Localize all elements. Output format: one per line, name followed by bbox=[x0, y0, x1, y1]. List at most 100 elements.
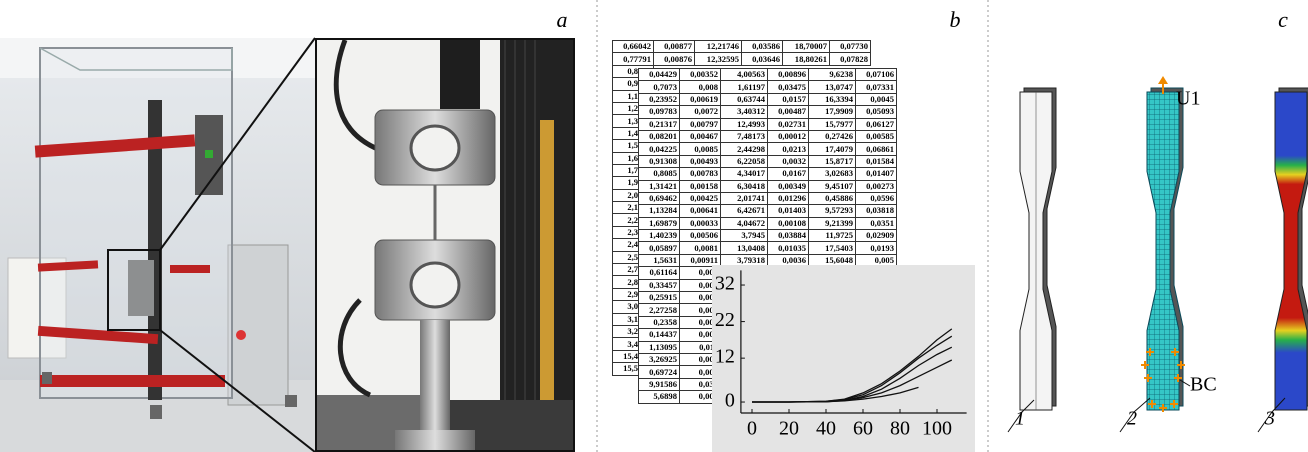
panel-label: a bbox=[557, 7, 568, 32]
leader-line bbox=[1007, 399, 1035, 433]
table-cell: 0,33457 bbox=[638, 278, 680, 293]
table-cell: 0,02909 bbox=[855, 229, 897, 243]
table-cell: 0,69462 bbox=[638, 191, 680, 206]
table-cell: 12,32595 bbox=[694, 52, 742, 66]
table-cell: 0,01403 bbox=[767, 204, 809, 218]
table-cell: 3,40312 bbox=[720, 105, 768, 119]
table-cell: 7,48173 bbox=[720, 129, 768, 144]
table-cell: 0,0167 bbox=[767, 167, 809, 181]
table-cell: 0,00158 bbox=[679, 179, 721, 193]
table-cell: 0,0596 bbox=[855, 191, 897, 206]
table-cell: 12,21746 bbox=[694, 39, 742, 54]
bc-marker bbox=[1146, 348, 1154, 356]
table-row: 0,33457 0,006 bbox=[638, 278, 897, 293]
table-row: 0,69724 0,007 bbox=[638, 365, 897, 379]
y-tick-label: 12 bbox=[715, 346, 735, 368]
model-label: 3 bbox=[1264, 408, 1275, 430]
table-cell: 13,0747 bbox=[808, 80, 856, 94]
fe-models bbox=[1007, 76, 1308, 433]
table-cell: 1,13095 bbox=[638, 340, 680, 355]
table-cell: 0,27426 bbox=[808, 129, 856, 144]
table-cell: 17,4079 bbox=[808, 142, 856, 156]
table-cell: 0,00273 bbox=[855, 179, 897, 193]
table-cell: 0,03586 bbox=[741, 39, 783, 54]
model-label: 2 bbox=[1127, 408, 1137, 430]
table-cell: 5,6898 bbox=[638, 390, 680, 404]
table-cell: 16,3394 bbox=[808, 92, 856, 107]
y-tick-label: 0 bbox=[725, 390, 735, 412]
table-cell: 0,61164 bbox=[638, 266, 680, 280]
leader-line bbox=[1119, 397, 1151, 433]
x-tick-label: 100 bbox=[922, 418, 952, 440]
table-cell: 0,00493 bbox=[679, 154, 721, 169]
table-cell: 0,00467 bbox=[679, 129, 721, 144]
table-cell: 0,02731 bbox=[767, 117, 809, 131]
table-row: 0,66042 0,00877 12,21746 0,03586 18,70007 0,0… bbox=[612, 39, 871, 54]
table-cell: 0,00425 bbox=[679, 191, 721, 206]
table-cell: 0,008 bbox=[679, 80, 721, 94]
table-cell: 6,30418 bbox=[720, 179, 768, 193]
x-tick-label: 0 bbox=[747, 418, 757, 440]
table-row: 2,27258 0,007 bbox=[638, 303, 897, 317]
panel-label: b bbox=[950, 7, 961, 32]
table-cell: 0,06127 bbox=[855, 117, 897, 131]
table-cell: 2,01741 bbox=[720, 191, 768, 206]
photo-lab bbox=[0, 37, 316, 452]
specimen bbox=[1146, 91, 1180, 411]
table-cell: 1,69879 bbox=[638, 216, 680, 231]
table-cell: 9,45107 bbox=[808, 179, 856, 193]
bc-marker bbox=[1171, 348, 1179, 356]
table-cell: 0,8085 bbox=[638, 167, 680, 181]
table-cell: 0,07106 bbox=[855, 67, 897, 82]
table-cell: 0,00797 bbox=[679, 117, 721, 131]
table-row: 0,04429 0,00352 4,00563 0,00896 9,6238 0,0710… bbox=[638, 67, 897, 82]
table-row: 0,2358 0,002 bbox=[638, 315, 897, 330]
table-cell: 18,80261 bbox=[782, 52, 830, 66]
table-cell: 0,08201 bbox=[638, 129, 680, 144]
table-cell: 4,34017 bbox=[720, 167, 768, 181]
table-cell: 0,05093 bbox=[855, 105, 897, 119]
table-cell: 0,00876 bbox=[653, 52, 695, 66]
table-cell: 0,01296 bbox=[767, 191, 809, 206]
bc-marker bbox=[1177, 361, 1185, 369]
table-cell: 0,01584 bbox=[855, 154, 897, 169]
table-cell: 0,00108 bbox=[767, 216, 809, 231]
bc-marker bbox=[1144, 374, 1152, 382]
table-cell: 0,69724 bbox=[638, 365, 680, 379]
table-row: 0,25915 0,005 bbox=[638, 291, 897, 305]
table-row: 0,91308 0,00493 6,22058 0,0032 15,8717 0,0158… bbox=[638, 154, 897, 169]
table-cell: 6,22058 bbox=[720, 154, 768, 169]
table-cell: 0,00641 bbox=[679, 204, 721, 218]
table-row: 3,26925 0,004 bbox=[638, 352, 897, 367]
table-cell: 0,00487 bbox=[767, 105, 809, 119]
bc-leader bbox=[1179, 379, 1191, 387]
table-cell: 0,0032 bbox=[767, 154, 809, 169]
table-cell: 1,31421 bbox=[638, 179, 680, 193]
table-cell: 17,9909 bbox=[808, 105, 856, 119]
table-cell: 0,00352 bbox=[679, 67, 721, 82]
table-row: 0,77791 0,00876 12,32595 0,03646 18,80261 0,0… bbox=[612, 52, 871, 66]
table-cell: 0,0081 bbox=[679, 241, 721, 255]
x-tick-label: 40 bbox=[816, 418, 836, 440]
table-cell: 0,00877 bbox=[653, 39, 695, 54]
table-row: 0,09783 0,0072 3,40312 0,00487 17,9909 0,0509… bbox=[638, 105, 897, 119]
bc-marker bbox=[1159, 404, 1167, 412]
table-cell: 0,63744 bbox=[720, 92, 768, 107]
table-cell: 0,00619 bbox=[679, 92, 721, 107]
table-cell: 0,05897 bbox=[638, 241, 680, 255]
photo-grips bbox=[315, 38, 575, 452]
table-cell: 0,03818 bbox=[855, 204, 897, 218]
table-cell: 6,42671 bbox=[720, 204, 768, 218]
specimen bbox=[1274, 91, 1308, 411]
table-front: 0,04429 0,00352 4,00563 0,00896 9,6238 0,0710… bbox=[638, 67, 897, 404]
table-cell: 9,6238 bbox=[808, 67, 856, 82]
table-row: 1,69879 0,00033 4,04672 0,00108 9,21399 0,035… bbox=[638, 216, 897, 231]
inset-chart: 0 12 22 32 0 20 40 60 80 100 bbox=[712, 265, 975, 452]
table-row: 1,13284 0,00641 6,42671 0,01403 9,57293 0,038… bbox=[638, 204, 897, 218]
table-row: 1,31421 0,00158 6,30418 0,00349 9,45107 0,002… bbox=[638, 179, 897, 193]
table-row: 0,14437 0,002 bbox=[638, 328, 897, 342]
table-cell: 0,01035 bbox=[767, 241, 809, 255]
table-row: 5,6898 0,006 bbox=[638, 390, 897, 404]
table-cell: 0,07730 bbox=[829, 39, 871, 54]
